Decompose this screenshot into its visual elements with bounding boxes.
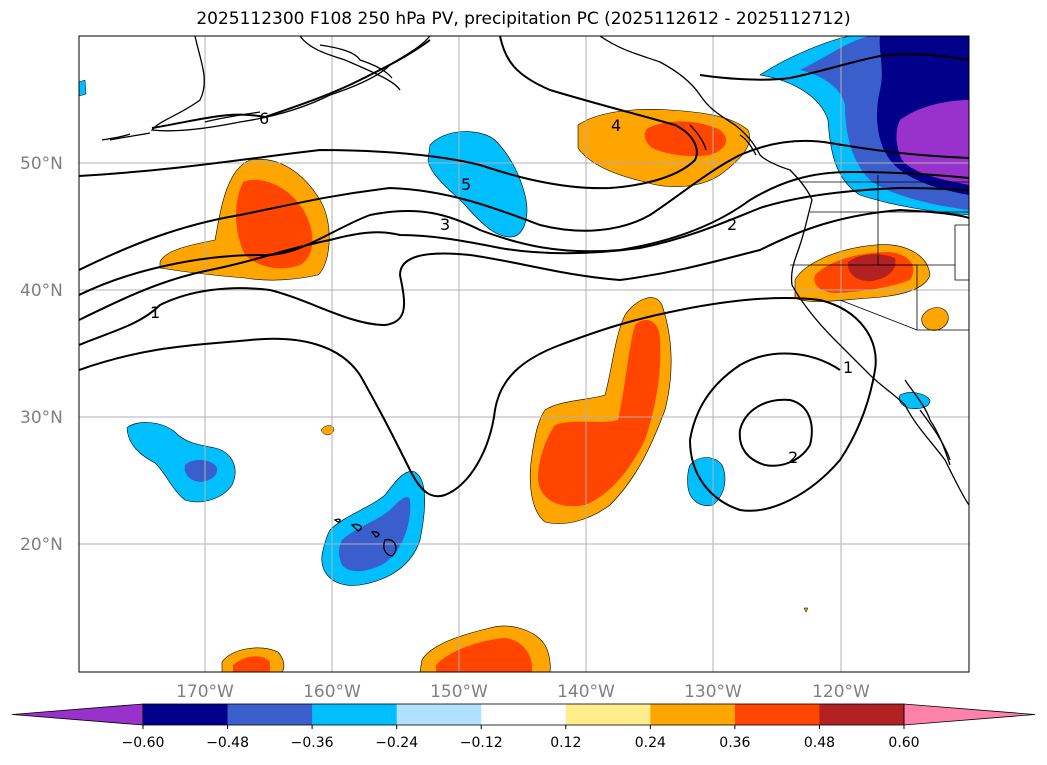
precip-positive-peak-california: [847, 254, 896, 282]
colorbar-tick-label: −0.48: [206, 735, 249, 751]
map-title: 2025112300 F108 250 hPa PV, precipitatio…: [196, 9, 851, 29]
colorbar-extend-low: [11, 703, 144, 726]
graticule: [79, 36, 969, 672]
contour-labels: 6 5 4 3 2 1 1 2: [150, 109, 853, 467]
colorbar-segment: [565, 704, 651, 725]
colorbar-tick-label: −0.60: [122, 735, 165, 751]
contour-label-2-south: 2: [788, 448, 798, 467]
contour-label-6: 6: [259, 109, 269, 128]
colorbar-segment: [227, 704, 313, 725]
colorbar-segment: [143, 704, 229, 725]
colorbar-tick-label: 0.60: [888, 735, 919, 751]
contour-label-5: 5: [461, 175, 471, 194]
lon-label-160w: 160°W: [303, 682, 361, 702]
colorbar-segment: [734, 704, 820, 725]
precip-positive-core-west: [236, 179, 313, 269]
colorbar-extend-high: [903, 703, 1036, 726]
latitude-labels: 50°N 40°N 30°N 20°N: [20, 154, 63, 555]
colorbar: −0.60 −0.48 −0.36 −0.24 −0.12 0.12 0.24 0.36 0.4…: [11, 703, 1036, 751]
longitude-labels: 170°W 160°W 150°W 140°W 130°W 120°W: [176, 682, 870, 702]
contour-label-1-west: 1: [150, 303, 160, 322]
colorbar-tick-label: 0.24: [635, 735, 666, 751]
contour-label-2-north: 2: [727, 215, 737, 234]
contour-label-4: 4: [611, 116, 621, 135]
precip-positive-core-south: [436, 638, 532, 672]
map-border: [78, 35, 970, 673]
lon-label-130w: 130°W: [684, 682, 742, 702]
contour-label-3: 3: [440, 215, 450, 234]
precip-negative-core-west: [184, 459, 218, 482]
contour-label-1-east: 1: [843, 358, 853, 377]
lon-label-170w: 170°W: [176, 682, 234, 702]
precip-positive-core-central: [538, 320, 661, 507]
colorbar-tick-label: −0.12: [460, 735, 503, 751]
precip-speck-3: [79, 79, 87, 97]
lon-label-140w: 140°W: [557, 682, 615, 702]
colorbar-segment: [396, 704, 482, 725]
colorbar-tick-label: −0.36: [291, 735, 334, 751]
precip-positive-core-southwest: [233, 656, 270, 672]
lat-label-30n: 30°N: [20, 408, 63, 428]
colorbar-tick-label: 0.12: [550, 735, 581, 751]
pv-contours: [79, 36, 969, 512]
lat-label-40n: 40°N: [20, 281, 63, 301]
precip-negative-blob-west: [126, 422, 236, 503]
precip-negative-core-hawaii: [339, 497, 411, 572]
coastlines: [101, 36, 969, 557]
lon-label-120w: 120°W: [812, 682, 870, 702]
colorbar-segments: [11, 703, 1036, 726]
lat-label-20n: 20°N: [20, 535, 63, 555]
precip-speck-1: [320, 425, 335, 436]
lon-label-150w: 150°W: [430, 682, 488, 702]
colorbar-segment: [481, 704, 567, 725]
precip-positive-blob-small-east: [921, 307, 949, 331]
colorbar-border: [142, 703, 905, 726]
colorbar-segment: [819, 704, 905, 725]
precip-speck-2: [803, 607, 809, 613]
colorbar-segment: [650, 704, 736, 725]
colorbar-tick-label: −0.24: [375, 735, 418, 751]
lat-label-50n: 50°N: [20, 154, 63, 174]
precip-negative-extreme-ne: [896, 100, 969, 185]
colorbar-tick-label: 0.48: [804, 735, 835, 751]
colorbar-tick-label: 0.36: [719, 735, 750, 751]
colorbar-segment: [312, 704, 398, 725]
precip-anomaly-layer: [79, 36, 969, 672]
colorbar-ticks: −0.60 −0.48 −0.36 −0.24 −0.12 0.12 0.24 0.36 0.4…: [122, 725, 920, 751]
